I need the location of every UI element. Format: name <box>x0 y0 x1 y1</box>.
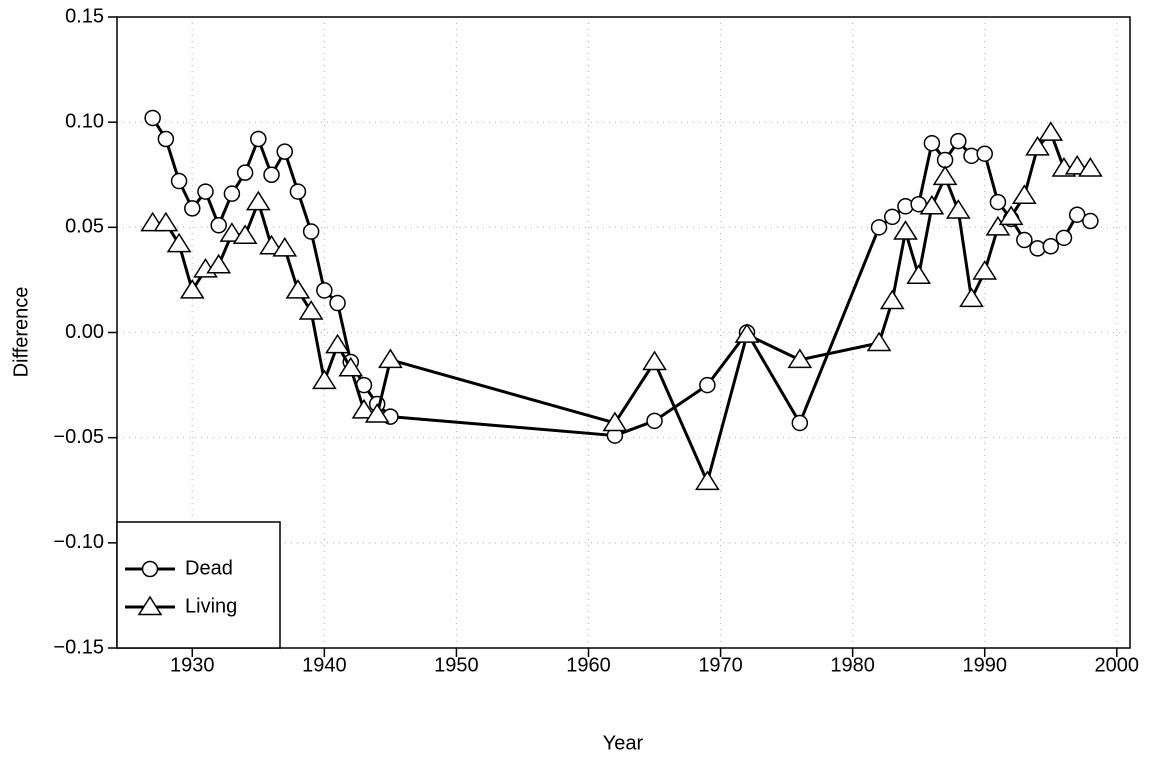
marker <box>325 333 350 354</box>
marker <box>919 194 945 215</box>
x-tick-label: 1930 <box>170 654 215 676</box>
marker <box>950 132 967 150</box>
y-tick-label: −0.05 <box>53 426 104 448</box>
marker <box>787 348 813 369</box>
marker <box>329 294 346 312</box>
marker <box>210 216 227 234</box>
marker <box>1042 238 1060 255</box>
marker <box>378 348 403 369</box>
marker <box>884 208 901 226</box>
marker <box>351 398 377 419</box>
x-tick-label: 1950 <box>434 654 479 676</box>
marker <box>972 260 998 280</box>
marker <box>184 200 201 217</box>
marker <box>289 183 307 200</box>
marker <box>179 279 205 299</box>
marker <box>1038 121 1064 141</box>
marker <box>998 205 1024 226</box>
marker <box>959 287 984 308</box>
marker <box>276 143 293 160</box>
marker <box>316 282 333 299</box>
marker <box>695 470 720 491</box>
marker <box>642 350 667 371</box>
x-tick-label: 1940 <box>302 654 347 676</box>
plot-frame <box>116 16 1131 649</box>
marker <box>1025 135 1050 156</box>
x-tick-label: 1990 <box>962 654 1007 676</box>
marker <box>932 165 958 186</box>
marker <box>866 331 892 352</box>
marker <box>734 323 760 343</box>
marker <box>1078 157 1103 177</box>
marker <box>870 219 888 236</box>
y-axis-label: Difference <box>10 287 32 378</box>
marker <box>236 164 254 181</box>
marker <box>197 183 214 200</box>
marker <box>923 134 941 152</box>
marker <box>272 236 298 257</box>
x-axis-label: Year <box>603 732 644 754</box>
marker <box>936 151 954 169</box>
y-tick-label: −0.15 <box>53 636 104 658</box>
y-tick-label: 0.05 <box>65 216 104 238</box>
marker <box>1055 229 1073 247</box>
y-tick-label: 0.15 <box>65 5 104 27</box>
marker <box>245 190 271 211</box>
y-tick-label: 0.00 <box>65 321 104 343</box>
marker <box>893 220 918 240</box>
marker <box>879 289 905 310</box>
legend-marker <box>137 595 163 616</box>
y-tick-label: 0.10 <box>65 110 104 132</box>
marker <box>250 130 267 148</box>
x-tick-label: 1980 <box>830 654 875 676</box>
marker <box>206 253 232 274</box>
marker <box>602 411 628 432</box>
marker <box>985 215 1011 236</box>
marker <box>699 376 716 394</box>
marker <box>364 403 390 423</box>
marker <box>170 172 188 190</box>
marker <box>976 145 993 162</box>
marker <box>263 166 280 183</box>
marker <box>945 199 971 219</box>
marker <box>1011 184 1037 205</box>
marker <box>285 279 311 299</box>
marker <box>298 300 324 320</box>
legend-label: Living <box>185 595 237 617</box>
marker <box>1082 212 1099 230</box>
legend-box <box>116 521 281 649</box>
marker <box>232 224 258 244</box>
x-tick-label: 1960 <box>566 654 611 676</box>
marker <box>1016 231 1033 249</box>
marker <box>157 130 175 148</box>
marker <box>646 412 663 430</box>
marker <box>144 109 161 127</box>
legend-label: Dead <box>185 557 233 579</box>
marker <box>1068 206 1086 223</box>
marker <box>791 414 809 432</box>
marker <box>166 232 192 253</box>
marker <box>223 185 241 202</box>
x-tick-label: 1970 <box>698 654 743 676</box>
y-tick-label: −0.10 <box>53 531 104 553</box>
legend-marker <box>141 560 159 578</box>
marker <box>989 193 1007 211</box>
marker <box>311 369 337 390</box>
marker <box>302 223 320 240</box>
x-tick-label: 2000 <box>1095 654 1140 676</box>
marker <box>338 356 364 377</box>
marker <box>906 264 932 284</box>
marker <box>153 211 179 232</box>
